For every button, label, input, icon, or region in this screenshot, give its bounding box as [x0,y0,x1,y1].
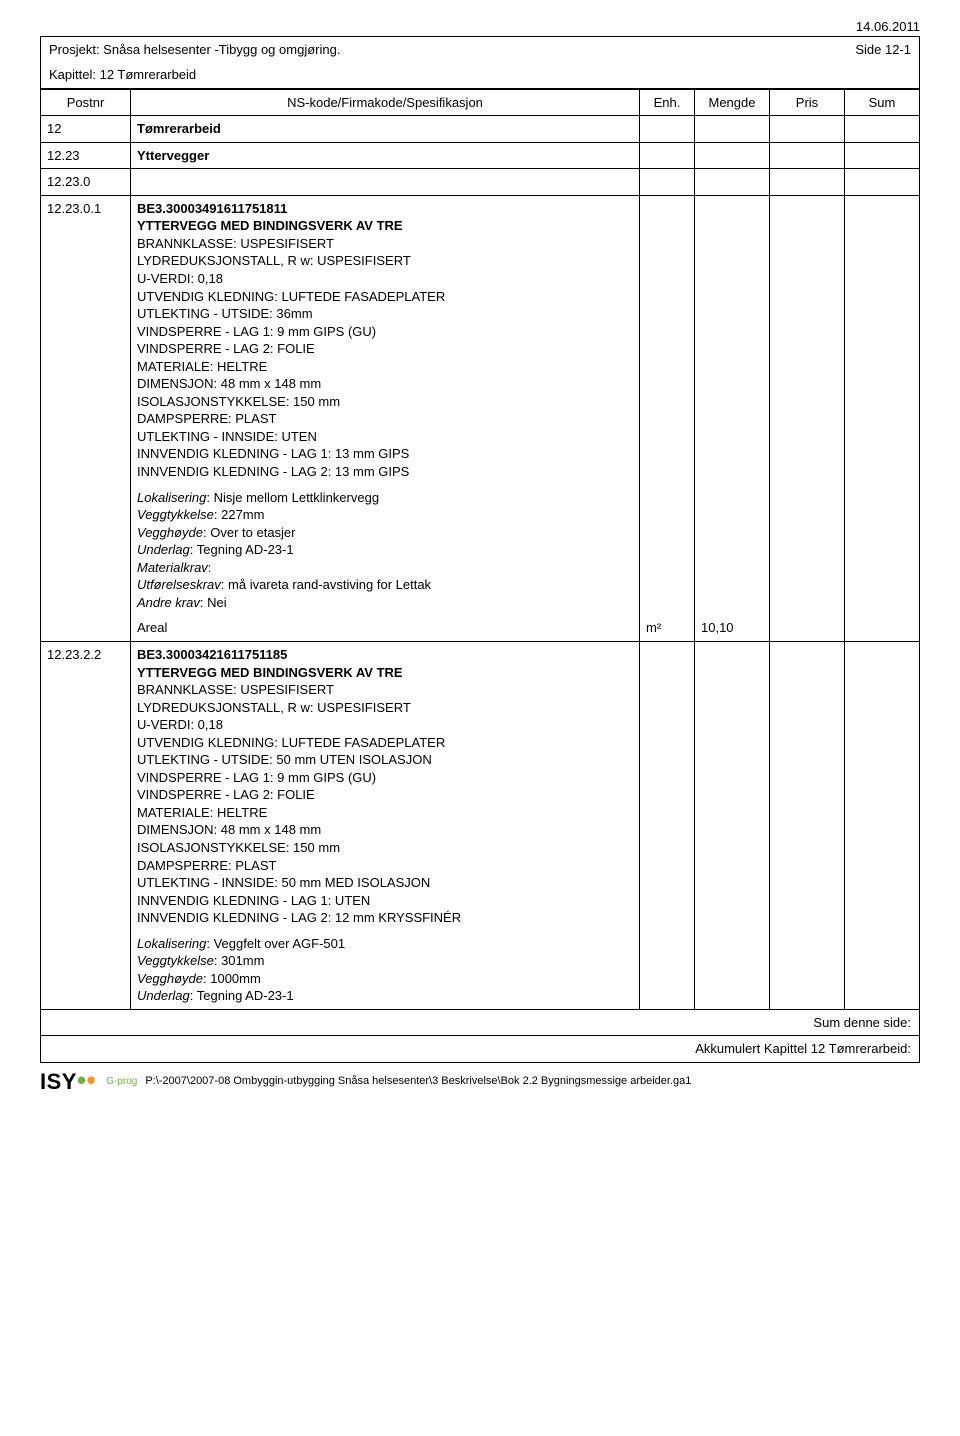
col-sum: Sum [845,89,920,116]
table-header-row: Postnr NS-kode/Firmakode/Spesifikasjon E… [41,89,920,116]
cell-enh [640,641,695,1009]
table-row: 12.23.0.1BE3.30003491611751811YTTERVEGG … [41,195,920,641]
col-enh: Enh. [640,89,695,116]
cell-spec: Yttervegger [131,142,640,169]
cell-mengde [695,142,770,169]
cell-spec: BE3.30003491611751811YTTERVEGG MED BINDI… [131,195,640,641]
sum-denne-side: Sum denne side: [41,1010,919,1036]
isy-logo: ISY•• [40,1067,96,1097]
cell-enh [640,116,695,143]
project-title: Prosjekt: Snåsa helsesenter -Tibygg og o… [49,41,340,59]
cell-mengde [695,169,770,196]
page-side: Side 12-1 [855,41,911,59]
cell-post: 12.23.0 [41,169,131,196]
document-date: 14.06.2011 [40,18,920,36]
cell-mengde [695,116,770,143]
spec-table: Postnr NS-kode/Firmakode/Spesifikasjon E… [40,89,920,1010]
cell-post: 12.23 [41,142,131,169]
footer: ISY•• G-prog P:\-2007\2007-08 Ombyggin-u… [40,1067,920,1097]
cell-sum [845,195,920,641]
cell-sum [845,116,920,143]
cell-post: 12 [41,116,131,143]
cell-sum [845,641,920,1009]
table-row: 12.23.2.2BE3.30003421611751185YTTERVEGG … [41,641,920,1009]
cell-enh: m² [640,195,695,641]
cell-post: 12.23.2.2 [41,641,131,1009]
table-row: 12.23Yttervegger [41,142,920,169]
header-chapter: Kapittel: 12 Tømrerarbeid [40,62,920,89]
cell-mengde [695,641,770,1009]
cell-pris [770,116,845,143]
cell-spec: BE3.30003421611751185YTTERVEGG MED BINDI… [131,641,640,1009]
table-row: 12Tømrerarbeid [41,116,920,143]
footer-path: P:\-2007\2007-08 Ombyggin-utbygging Snås… [145,1074,691,1089]
cell-pris [770,169,845,196]
cell-sum [845,169,920,196]
cell-post: 12.23.0.1 [41,195,131,641]
cell-sum [845,142,920,169]
cell-mengde: 10,10 [695,195,770,641]
logo-text: ISY [40,1067,77,1097]
gprog-label: G-prog [106,1075,137,1089]
cell-pris [770,142,845,169]
cell-pris [770,195,845,641]
header-project-row: Prosjekt: Snåsa helsesenter -Tibygg og o… [40,36,920,63]
col-pris: Pris [770,89,845,116]
cell-spec [131,169,640,196]
sum-akkumulert: Akkumulert Kapittel 12 Tømrerarbeid: [41,1036,919,1062]
cell-pris [770,641,845,1009]
cell-enh [640,169,695,196]
cell-enh [640,142,695,169]
col-spec: NS-kode/Firmakode/Spesifikasjon [131,89,640,116]
cell-spec: Tømrerarbeid [131,116,640,143]
table-row: 12.23.0 [41,169,920,196]
col-mengde: Mengde [695,89,770,116]
col-postnr: Postnr [41,89,131,116]
